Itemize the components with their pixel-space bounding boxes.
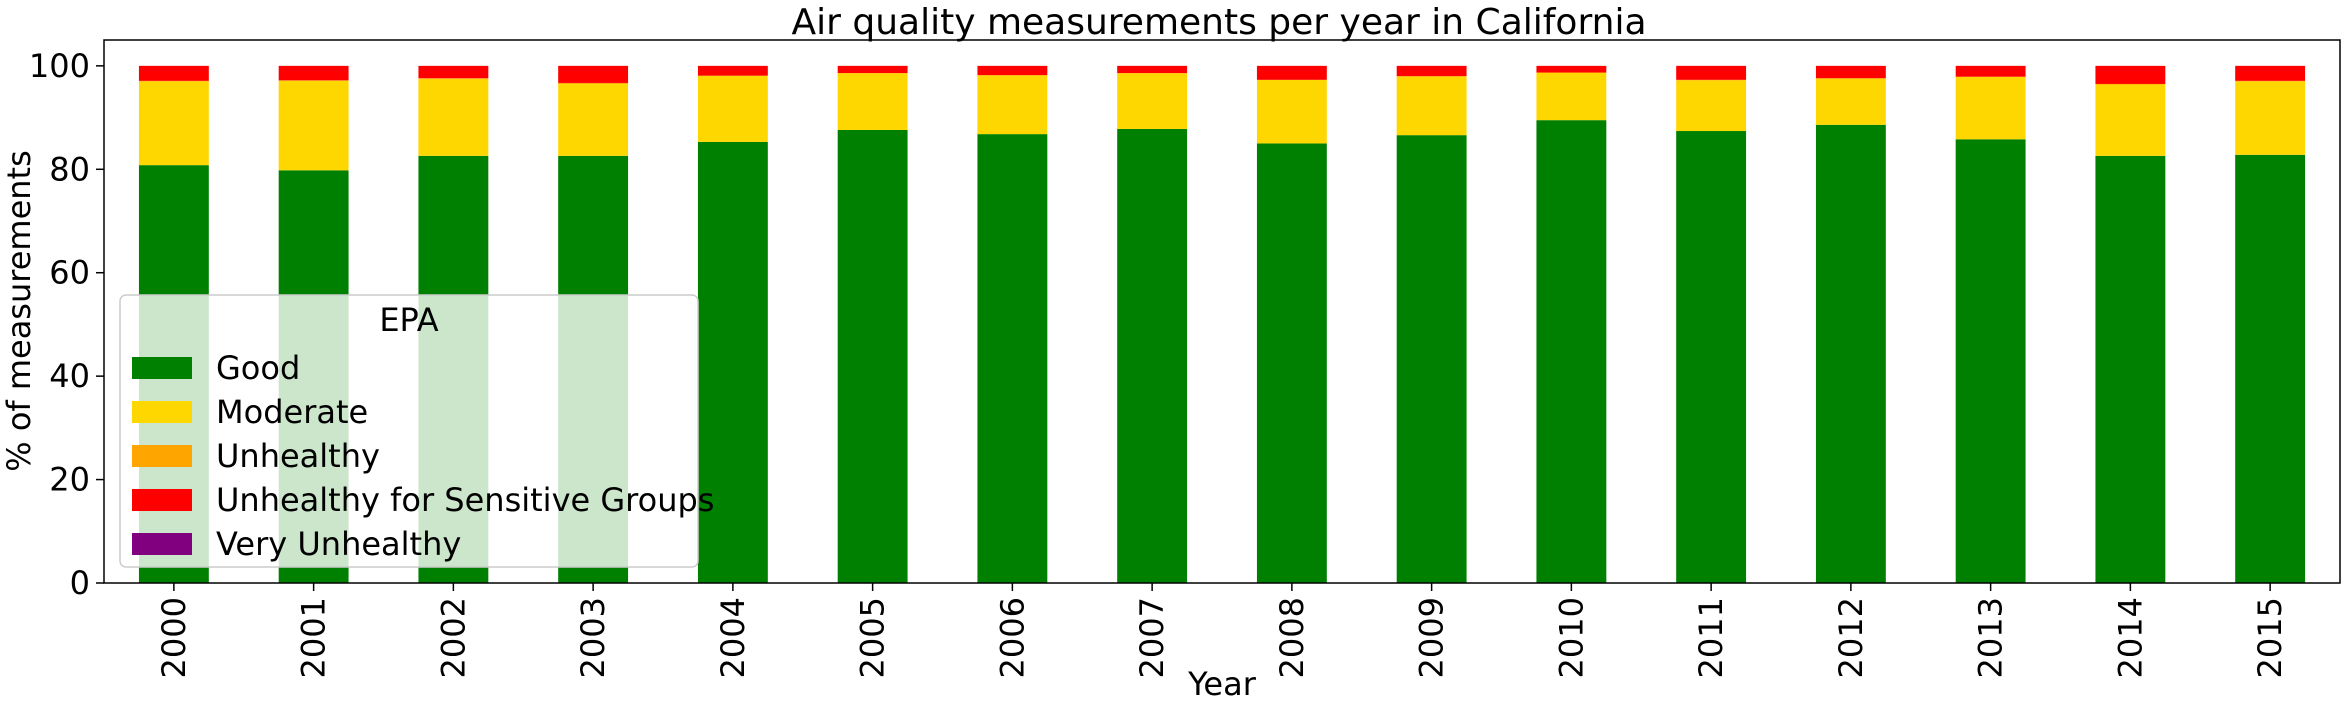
plot-frame bbox=[103, 39, 2341, 584]
bar-segment-unhealthy-for-sensitive-groups-2012 bbox=[1815, 65, 1886, 79]
legend-label: Good bbox=[216, 349, 300, 387]
y-tick-label: 100 bbox=[29, 47, 90, 85]
x-tick-label: 2011 bbox=[1692, 597, 1730, 678]
chart-title: Air quality measurements per year in Cal… bbox=[791, 2, 1646, 43]
x-tick-label: 2001 bbox=[295, 597, 333, 678]
x-tick-label: 2014 bbox=[2111, 597, 2149, 678]
x-tick-label: 2006 bbox=[993, 597, 1031, 678]
bar-segment-good-2010 bbox=[1536, 120, 1607, 583]
bar-segment-good-2004 bbox=[697, 141, 768, 583]
bar-segment-unhealthy-for-sensitive-groups-2013 bbox=[1955, 65, 2026, 77]
bar-segment-moderate-2003 bbox=[558, 83, 629, 156]
legend-swatch-moderate bbox=[132, 401, 192, 423]
x-tick-label: 2012 bbox=[1832, 597, 1870, 678]
bar-segment-unhealthy-for-sensitive-groups-2015 bbox=[2235, 65, 2306, 81]
bar-segment-moderate-2005 bbox=[837, 73, 908, 130]
bar-segment-unhealthy-for-sensitive-groups-2000 bbox=[138, 65, 209, 81]
x-tick-label: 2007 bbox=[1133, 597, 1171, 678]
bar-segment-good-2015 bbox=[2235, 154, 2306, 583]
legend-label: Unhealthy for Sensitive Groups bbox=[216, 481, 714, 519]
y-tick-label: 40 bbox=[49, 357, 90, 395]
x-tick-label: 2004 bbox=[714, 597, 752, 678]
bar-segment-unhealthy-for-sensitive-groups-2007 bbox=[1117, 65, 1188, 74]
bar-segment-moderate-2006 bbox=[977, 75, 1048, 135]
bar-segment-moderate-2008 bbox=[1256, 79, 1327, 144]
legend-swatch-good bbox=[132, 357, 192, 379]
y-tick-label: 60 bbox=[49, 254, 90, 292]
bar-segment-unhealthy-2003 bbox=[558, 82, 629, 84]
bar-segment-unhealthy-for-sensitive-groups-2010 bbox=[1536, 65, 1607, 73]
bar-segment-good-2005 bbox=[837, 129, 908, 584]
bar-segment-unhealthy-2002 bbox=[418, 78, 489, 79]
bar-segment-unhealthy-2011 bbox=[1676, 79, 1747, 81]
x-tick-label: 2009 bbox=[1413, 597, 1451, 678]
bar-segment-good-2011 bbox=[1676, 131, 1747, 583]
legend-title: EPA bbox=[379, 301, 438, 339]
bar-segment-good-2007 bbox=[1117, 128, 1188, 583]
bar-segment-moderate-2015 bbox=[2235, 81, 2306, 155]
bar-segment-unhealthy-for-sensitive-groups-2005 bbox=[837, 65, 908, 74]
legend-box bbox=[119, 294, 699, 568]
bar-segment-unhealthy-for-sensitive-groups-2006 bbox=[977, 65, 1048, 76]
bar-segment-moderate-2013 bbox=[1955, 76, 2026, 140]
legend-label: Unhealthy bbox=[216, 437, 380, 475]
bar-segment-unhealthy-for-sensitive-groups-2009 bbox=[1396, 65, 1467, 77]
x-tick-label: 2013 bbox=[1972, 597, 2010, 678]
x-tick-label: 2008 bbox=[1273, 597, 1311, 678]
bar-segment-moderate-2014 bbox=[2095, 84, 2166, 156]
bar-segment-good-2008 bbox=[1256, 143, 1327, 583]
bar-segment-moderate-2010 bbox=[1536, 72, 1607, 121]
x-tick-label: 2002 bbox=[434, 597, 472, 678]
bar-segment-moderate-2012 bbox=[1815, 78, 1886, 125]
bar-segment-unhealthy-2001 bbox=[278, 80, 349, 81]
x-tick-label: 2000 bbox=[155, 597, 193, 678]
bar-segment-moderate-2009 bbox=[1396, 76, 1467, 136]
bar-segment-unhealthy-2014 bbox=[2095, 83, 2166, 85]
bar-segment-moderate-2007 bbox=[1117, 73, 1188, 129]
bar-segment-moderate-2000 bbox=[138, 81, 209, 166]
bar-segment-unhealthy-for-sensitive-groups-2008 bbox=[1256, 65, 1327, 80]
bar-segment-good-2013 bbox=[1955, 139, 2026, 584]
axes-layer: 2000 2001 2002 2003 2004 2005 2006 2007 2008 2009… bbox=[29, 39, 2341, 678]
bar-segment-good-2012 bbox=[1815, 124, 1886, 583]
x-tick-label: 2003 bbox=[574, 597, 612, 678]
bar-segment-good-2009 bbox=[1396, 135, 1467, 583]
x-tick-label: 2010 bbox=[1552, 597, 1590, 678]
legend-swatch-unhealthy-for-sensitive-groups bbox=[132, 489, 192, 511]
bar-segment-moderate-2002 bbox=[418, 78, 489, 156]
y-axis-label: % of measurements bbox=[0, 150, 38, 472]
legend-swatch-very-unhealthy bbox=[132, 533, 192, 555]
legend: EPA Good Moderate Unhealthy Unhealthy for Se… bbox=[119, 294, 714, 568]
legend-label: Very Unhealthy bbox=[216, 525, 461, 563]
x-axis-label: Year bbox=[1187, 665, 1257, 703]
x-tick-label: 2015 bbox=[2251, 597, 2289, 678]
y-tick-label: 0 bbox=[70, 564, 90, 602]
legend-label: Moderate bbox=[216, 393, 368, 431]
x-tick-label: 2005 bbox=[854, 597, 892, 678]
bar-segment-good-2014 bbox=[2095, 155, 2166, 583]
bar-segment-good-2006 bbox=[977, 134, 1048, 583]
bar-segment-unhealthy-for-sensitive-groups-2002 bbox=[418, 65, 489, 79]
bar-segment-unhealthy-2000 bbox=[138, 80, 209, 82]
bar-segment-unhealthy-2015 bbox=[2235, 80, 2306, 82]
legend-swatch-unhealthy bbox=[132, 445, 192, 467]
bar-segment-unhealthy-for-sensitive-groups-2001 bbox=[278, 65, 349, 81]
bar-segment-moderate-2011 bbox=[1676, 80, 1747, 132]
bar-segment-moderate-2001 bbox=[278, 80, 349, 171]
bar-segment-unhealthy-for-sensitive-groups-2014 bbox=[2095, 65, 2166, 84]
y-tick-label: 20 bbox=[49, 461, 90, 499]
bar-segment-unhealthy-for-sensitive-groups-2004 bbox=[697, 65, 768, 76]
bar-segment-unhealthy-for-sensitive-groups-2011 bbox=[1676, 65, 1747, 80]
bar-segment-unhealthy-for-sensitive-groups-2003 bbox=[558, 65, 629, 83]
bar-segment-moderate-2004 bbox=[697, 75, 768, 142]
y-tick-label: 80 bbox=[49, 150, 90, 188]
